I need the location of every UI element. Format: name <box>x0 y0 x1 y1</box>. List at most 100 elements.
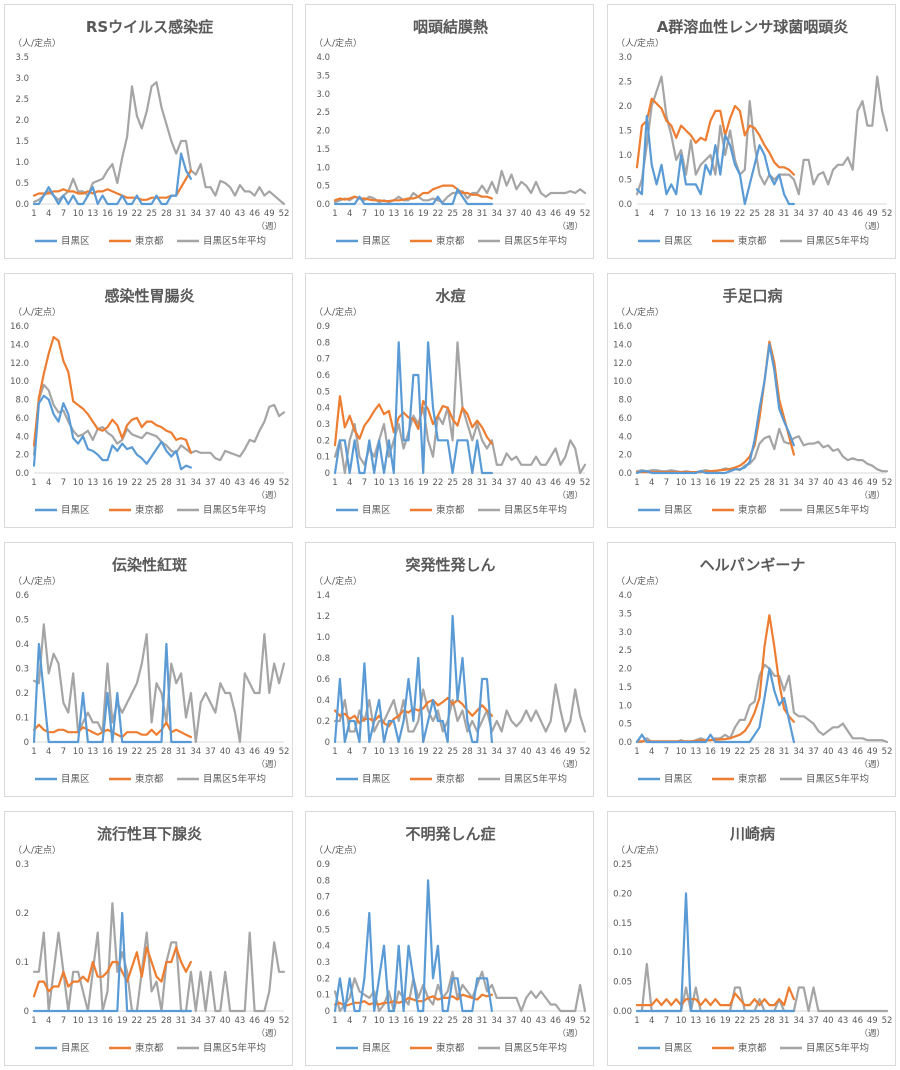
legend-label-meguro: 目黒区 <box>61 1043 90 1054</box>
x-tick-label: 25 <box>447 1016 458 1026</box>
x-tick-label: 4 <box>46 747 51 757</box>
y-tick-label: 0.9 <box>316 322 330 332</box>
series-line-avg <box>333 683 587 733</box>
y-tick-label: 0.0 <box>618 200 632 210</box>
x-unit-label: （週） <box>256 490 282 501</box>
x-tick-label: 49 <box>565 1016 576 1026</box>
legend-label-meguro: 目黒区 <box>61 236 90 247</box>
x-tick-label: 4 <box>649 747 654 757</box>
y-tick-label: 2.0 <box>316 127 330 137</box>
x-tick-label: 43 <box>234 747 245 757</box>
x-tick-label: 7 <box>362 1016 367 1026</box>
y-tick-label: 0.0 <box>15 469 29 479</box>
legend-label-tokyo: 東京都 <box>135 235 164 247</box>
chart-title: A群溶血性レンサ球菌咽頭炎 <box>657 18 849 36</box>
y-unit-label: （人/定点） <box>13 844 61 856</box>
y-tick-label: 0.2 <box>316 974 330 984</box>
x-tick-label: 37 <box>808 209 819 219</box>
y-tick-label: 0.5 <box>316 925 330 935</box>
y-tick-label: 2.0 <box>618 102 632 112</box>
legend-label-avg: 目黒区5年平均 <box>806 773 869 785</box>
x-tick-label: 40 <box>521 1016 532 1026</box>
x-tick-label: 43 <box>837 1016 848 1026</box>
series-line-meguro <box>333 614 493 744</box>
x-tick-label: 19 <box>418 478 429 488</box>
x-tick-label: 49 <box>867 209 878 219</box>
y-tick-label: 0.6 <box>316 371 330 381</box>
y-tick-label: 0 <box>24 738 29 748</box>
legend-label-avg: 目黒区5年平均 <box>203 235 266 247</box>
series-line-meguro <box>635 114 795 206</box>
y-unit-label: （人/定点） <box>314 575 362 587</box>
x-tick-label: 52 <box>279 747 290 757</box>
x-tick-label: 4 <box>347 209 352 219</box>
y-unit-label: （人/定点） <box>314 844 362 856</box>
y-tick-label: 0.00 <box>613 1007 632 1017</box>
x-tick-label: 13 <box>87 209 98 219</box>
legend-label-tokyo: 東京都 <box>135 504 164 516</box>
legend-label-tokyo: 東京都 <box>738 504 767 516</box>
x-tick-label: 4 <box>46 478 51 488</box>
x-tick-label: 1 <box>634 209 639 219</box>
x-tick-label: 25 <box>749 747 760 757</box>
x-tick-label: 10 <box>73 747 84 757</box>
x-tick-label: 1 <box>31 1016 36 1026</box>
y-tick-label: 0.2 <box>15 689 29 699</box>
line-chart: 不明発しん症 （人/定点） 0 0.1 0.2 0.3 0.4 0.5 0.6 0.7 0.8 0.9… <box>314 825 590 1054</box>
y-tick-label: 2.5 <box>618 646 632 656</box>
x-tick-label: 34 <box>793 747 804 757</box>
chart-panel: A群溶血性レンサ球菌咽頭炎 （人/定点） 0.0 0.5 1.0 1.5 2.0 2.5 3.0… <box>607 4 896 259</box>
chart-panel: ヘルパンギーナ （人/定点） 0.0 0.5 1.0 1.5 2.0 2.5 3.0 3.5 4.0… <box>607 542 896 797</box>
x-tick-label: 46 <box>852 1016 863 1026</box>
x-tick-label: 34 <box>491 209 502 219</box>
x-tick-label: 40 <box>220 478 231 488</box>
series-line-meguro <box>333 341 493 475</box>
y-tick-label: 0.2 <box>15 909 29 919</box>
legend-label-avg: 目黒区5年平均 <box>806 1042 869 1054</box>
series-line-meguro <box>32 642 192 744</box>
x-tick-label: 22 <box>132 478 143 488</box>
y-tick-label: 3.0 <box>618 53 632 63</box>
y-tick-label: 0.0 <box>316 200 330 210</box>
legend-label-tokyo: 東京都 <box>436 1042 465 1054</box>
x-tick-label: 7 <box>61 478 66 488</box>
y-unit-label: （人/定点） <box>13 575 61 587</box>
y-tick-label: 14.0 <box>613 340 632 350</box>
y-tick-label: 1.5 <box>15 137 29 147</box>
y-tick-label: 12.0 <box>10 359 29 369</box>
chart-title: 咽頭結膜熱 <box>413 18 488 36</box>
x-tick-label: 28 <box>161 1016 172 1026</box>
y-tick-label: 0.6 <box>15 591 29 601</box>
x-tick-label: 43 <box>535 747 546 757</box>
y-tick-label: 0.6 <box>316 675 330 685</box>
x-tick-label: 31 <box>176 478 187 488</box>
legend-label-avg: 目黒区5年平均 <box>504 1042 567 1054</box>
y-tick-label: 12.0 <box>613 359 632 369</box>
x-tick-label: 52 <box>882 209 893 219</box>
y-tick-label: 0.3 <box>316 958 330 968</box>
legend-label-avg: 目黒区5年平均 <box>203 504 266 516</box>
x-tick-label: 22 <box>433 209 444 219</box>
x-tick-label: 19 <box>117 478 128 488</box>
x-tick-label: 10 <box>73 209 84 219</box>
y-tick-label: 1.2 <box>316 612 330 622</box>
y-tick-label: 3.0 <box>316 90 330 100</box>
legend-label-tokyo: 東京都 <box>436 773 465 785</box>
chart-panel: 感染性胃腸炎 （人/定点） 0.0 2.0 4.0 6.0 8.0 10.0 12.0 14.0 1… <box>4 273 293 528</box>
legend-label-tokyo: 東京都 <box>436 504 465 516</box>
x-unit-label: （週） <box>557 759 583 770</box>
chart-panel: 突発性発しん （人/定点） 0 0.2 0.4 0.6 0.8 1.0 1.2 1.4 1 4 7 10 1… <box>305 542 594 797</box>
y-tick-label: 0.7 <box>316 893 330 903</box>
y-tick-label: 0.5 <box>15 179 29 189</box>
series-line-meguro <box>32 911 192 1013</box>
x-tick-label: 43 <box>535 1016 546 1026</box>
y-tick-label: 0.10 <box>613 948 632 958</box>
y-tick-label: 3.5 <box>316 71 330 81</box>
y-tick-label: 2.5 <box>618 78 632 88</box>
y-tick-label: 0.4 <box>316 942 330 952</box>
x-tick-label: 46 <box>249 209 260 219</box>
y-tick-label: 1.5 <box>618 683 632 693</box>
x-tick-label: 16 <box>102 1016 113 1026</box>
x-tick-label: 22 <box>433 1016 444 1026</box>
x-tick-label: 22 <box>132 1016 143 1026</box>
